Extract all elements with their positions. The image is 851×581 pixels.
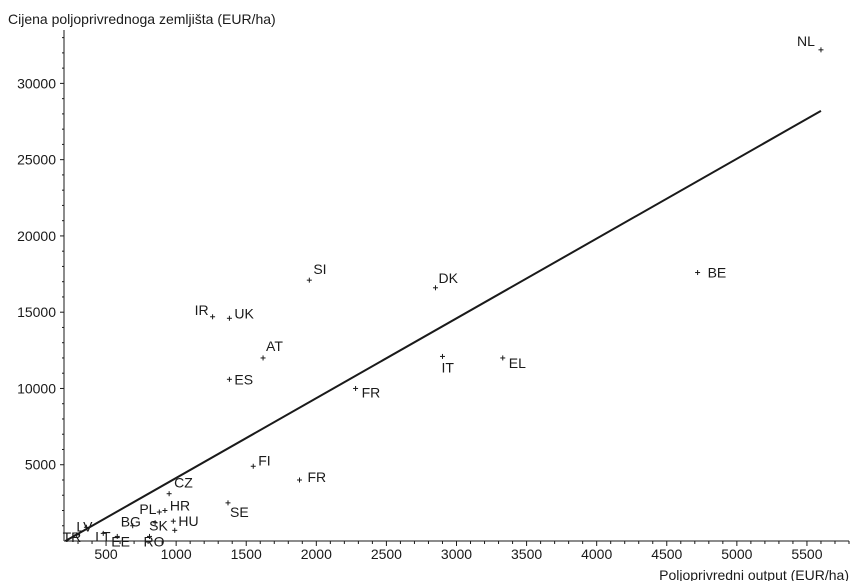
point-label: TR <box>63 529 82 545</box>
x-tick-label: 5000 <box>721 546 752 562</box>
point-label: SE <box>230 504 249 520</box>
point-label: HR <box>170 497 190 513</box>
point-label: HU <box>178 513 198 529</box>
data-point: SI <box>306 261 327 283</box>
data-point: HU <box>170 513 199 529</box>
y-tick-label: 30000 <box>17 75 56 91</box>
data-point: FI <box>250 452 271 469</box>
x-tick-label: 5500 <box>791 546 822 562</box>
data-point: EE <box>111 533 130 549</box>
x-tick-label: 500 <box>94 546 118 562</box>
data-point <box>172 527 178 533</box>
point-label: CZ <box>174 475 193 491</box>
trendline-group <box>64 109 822 542</box>
x-tick-label: 3500 <box>511 546 542 562</box>
data-point: NL <box>797 33 824 53</box>
y-tick-label: 15000 <box>17 304 56 320</box>
data-point: LT <box>95 528 111 544</box>
data-point: SE <box>225 500 249 520</box>
x-tick-label: 3000 <box>441 546 472 562</box>
data-point: SK <box>149 518 168 534</box>
point-label: IR <box>195 302 209 318</box>
point-label: LV <box>76 518 93 534</box>
x-tick-label: 4500 <box>651 546 682 562</box>
x-tick-label: 4000 <box>581 546 612 562</box>
point-label: EL <box>509 355 526 371</box>
data-point: AT <box>260 338 283 361</box>
axes: 5000 10000 15000 20000 25000 30000 500 1000 1500… <box>17 30 850 562</box>
point-label: UK <box>234 305 254 321</box>
data-point: PL <box>139 501 162 517</box>
point-label: DK <box>438 270 458 286</box>
data-point: CZ <box>166 475 193 497</box>
point-label: BE <box>708 265 727 281</box>
point-label: FI <box>258 452 270 468</box>
data-point: IR <box>195 302 216 320</box>
data-point: DK <box>432 270 459 291</box>
y-tick-label: 25000 <box>17 152 56 168</box>
data-point: FR <box>353 384 380 400</box>
point-label: SK <box>149 518 168 534</box>
point-label: FR <box>362 384 381 400</box>
y-axis-title: Cijena poljoprivrednoga zemljišta (EUR/h… <box>8 11 276 27</box>
data-point: HR <box>162 497 190 513</box>
point-label: IT <box>441 359 454 375</box>
data-point: TR <box>63 529 82 545</box>
data-point: UK <box>226 305 255 321</box>
x-tick-label: 1500 <box>231 546 262 562</box>
point-label: RO <box>144 533 165 549</box>
y-tick-label: 10000 <box>17 380 56 396</box>
point-label: ES <box>234 371 253 387</box>
point-label: SI <box>313 261 326 277</box>
point-label: LT <box>95 528 111 544</box>
data-point: BE <box>695 265 726 281</box>
x-tick-label: 2000 <box>301 546 332 562</box>
point-label: EE <box>111 533 130 549</box>
y-tick-label: 5000 <box>25 457 56 473</box>
trendline <box>64 109 822 542</box>
x-tick-label: 2500 <box>371 546 402 562</box>
x-axis-title: Poljoprivredni output (EUR/ha) <box>659 567 849 581</box>
data-point: IT <box>439 353 454 375</box>
data-point: LV <box>76 518 93 534</box>
data-point: ES <box>226 371 253 387</box>
x-tick-label: 1000 <box>161 546 192 562</box>
point-label: FR <box>308 469 327 485</box>
point-label: PL <box>139 501 156 517</box>
data-point: BG <box>121 514 141 530</box>
data-point: FR <box>297 469 326 485</box>
point-label: NL <box>797 33 815 49</box>
point-label: AT <box>266 338 283 354</box>
data-point: RO <box>144 533 165 549</box>
data-point: EL <box>500 355 526 371</box>
point-label: BG <box>121 514 141 530</box>
y-tick-label: 20000 <box>17 228 56 244</box>
